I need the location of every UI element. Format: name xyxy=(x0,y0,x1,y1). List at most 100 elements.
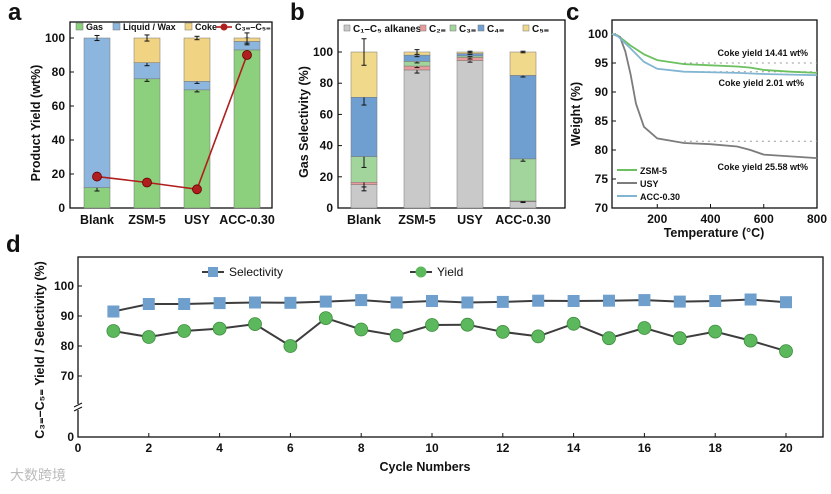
panel-letter: a xyxy=(8,0,22,26)
axis-break-mark xyxy=(73,402,83,408)
x-tick-label: 4 xyxy=(216,441,223,455)
y-tick-label: 80 xyxy=(595,143,609,157)
y-tick-label: 80 xyxy=(61,339,75,353)
legend-label: C₃₌ xyxy=(459,24,476,35)
selectivity-point xyxy=(709,295,722,307)
yield-point xyxy=(672,331,687,346)
selectivity-point xyxy=(213,297,226,310)
legend-label: C₂₌ xyxy=(429,24,446,35)
watermark: 大数跨境 xyxy=(10,467,66,483)
x-tick-label: 200 xyxy=(647,212,667,226)
yield-point xyxy=(354,322,369,337)
y-tick-label: 85 xyxy=(595,114,609,128)
bar-b-3-0 xyxy=(350,96,378,157)
y-tick-label: 20 xyxy=(320,170,334,184)
y-axis-label: Gas Selectivity (%) xyxy=(297,66,311,178)
y-tick-label: 100 xyxy=(45,31,65,45)
yield-point xyxy=(743,333,758,348)
selectivity-point xyxy=(355,294,368,307)
x-tick-label: 0 xyxy=(75,441,82,455)
yield-point xyxy=(566,316,581,331)
bar-b-0-1 xyxy=(403,69,431,209)
selectivity-point xyxy=(532,294,545,307)
x-tick-label: 400 xyxy=(700,212,720,226)
selectivity-point xyxy=(461,296,474,309)
panel-letter: b xyxy=(290,0,305,26)
yield-point xyxy=(425,318,439,332)
yield-point xyxy=(141,330,156,344)
y-tick-label: 80 xyxy=(320,76,334,90)
legend-label: USY xyxy=(640,179,659,189)
line-point xyxy=(192,184,202,195)
y-axis-label: C₃₌–C₅₌ Yield / Selectivity (%) xyxy=(33,261,47,439)
yield-point xyxy=(531,329,546,344)
selectivity-point xyxy=(390,296,403,309)
y-tick-label: 60 xyxy=(52,99,66,113)
x-tick-label: ACC-0.30 xyxy=(219,213,275,227)
axis-break-gap xyxy=(74,404,82,410)
yield-point xyxy=(708,324,723,339)
x-tick-label: 10 xyxy=(425,441,439,455)
plot-frame-d xyxy=(77,256,824,438)
annotation: Coke yield 14.41 wt% xyxy=(717,48,808,58)
yield-point xyxy=(602,331,616,346)
x-tick-label: 8 xyxy=(358,441,365,455)
selectivity-point xyxy=(780,296,792,309)
bar-a-1-0 xyxy=(83,37,111,188)
legend-label: C₄₌ xyxy=(487,24,504,35)
bar-a-0-3 xyxy=(233,49,261,209)
y-tick-label: 70 xyxy=(595,201,609,215)
legend-label: C₁–C₅ alkanes xyxy=(353,24,422,35)
y-tick-label: 0 xyxy=(58,201,65,215)
selectivity-point xyxy=(142,298,155,310)
x-tick-label: 2 xyxy=(145,441,152,455)
yield-point xyxy=(248,317,262,332)
bar-a-2-2 xyxy=(183,37,211,82)
x-tick-label: 14 xyxy=(567,441,581,455)
yield-point xyxy=(212,321,227,336)
tga-curve-ZSM-5 xyxy=(611,33,818,74)
selectivity-point xyxy=(319,295,332,308)
axis-break-mark xyxy=(73,406,83,412)
y-tick-label: 0 xyxy=(67,430,74,444)
legend-label: Yield xyxy=(437,265,463,279)
selectivity-point xyxy=(603,294,615,307)
bar-b-3-3 xyxy=(509,75,537,160)
yield-point xyxy=(460,317,475,332)
legend-label: Liquid / Wax xyxy=(123,22,176,32)
y-tick-label: 90 xyxy=(61,309,75,323)
yield-point xyxy=(779,344,793,359)
legend-label: ACC-0.30 xyxy=(640,192,680,202)
legend-label: C₃₌–C₅₌ xyxy=(235,22,271,32)
legend-swatch xyxy=(184,22,193,31)
selectivity-point xyxy=(673,295,686,308)
plot-frame-a xyxy=(69,21,273,209)
y-tick-label: 80 xyxy=(52,65,66,79)
y-tick-label: 95 xyxy=(595,56,609,70)
line-c3-c5 xyxy=(96,54,248,191)
x-tick-label: USY xyxy=(457,213,483,227)
legend-label: Selectivity xyxy=(229,265,283,279)
selectivity-point xyxy=(638,294,651,307)
legend-swatch xyxy=(477,24,485,32)
bar-a-2-1 xyxy=(133,37,161,63)
y-tick-label: 40 xyxy=(320,139,334,153)
x-tick-label: 800 xyxy=(807,212,827,226)
legend-label: Gas xyxy=(86,22,103,32)
legend-label: C₅₌ xyxy=(532,24,549,35)
legend-swatch xyxy=(419,24,427,32)
tga-curve-USY xyxy=(611,33,818,160)
y-tick-label: 100 xyxy=(588,27,608,41)
y-tick-label: 90 xyxy=(595,85,609,99)
legend-marker xyxy=(220,23,228,31)
x-axis-label: Cycle Numbers xyxy=(379,460,470,474)
x-tick-label: Blank xyxy=(347,213,381,227)
yield-point xyxy=(389,328,404,343)
y-tick-label: 40 xyxy=(52,133,66,147)
y-tick-label: 100 xyxy=(313,45,333,59)
x-tick-label: USY xyxy=(184,213,210,227)
legend-swatch xyxy=(449,24,457,32)
x-tick-label: Blank xyxy=(80,213,114,227)
legend-swatch xyxy=(75,22,84,31)
legend-swatch xyxy=(522,24,530,32)
